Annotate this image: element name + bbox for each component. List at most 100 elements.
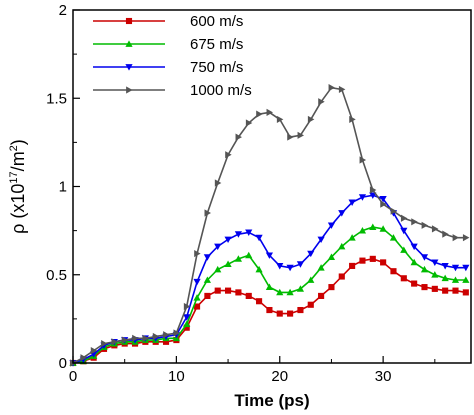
data-point (411, 280, 418, 287)
series-layer (69, 84, 470, 367)
data-point (452, 234, 460, 242)
data-point (442, 230, 449, 238)
data-point (214, 287, 221, 294)
data-point (380, 259, 387, 266)
data-point (307, 276, 315, 283)
y-tick-label: 0.5 (46, 267, 67, 284)
data-point (410, 243, 418, 251)
x-tick-label: 20 (271, 368, 288, 385)
legend-label: 675 m/s (190, 36, 243, 53)
legend-marker (126, 86, 133, 94)
data-point (410, 258, 418, 266)
data-point (400, 227, 408, 235)
data-point (328, 284, 335, 291)
data-point (183, 320, 191, 328)
data-point (307, 250, 315, 258)
data-point (411, 218, 418, 226)
data-point (421, 221, 429, 229)
data-point (389, 234, 398, 241)
data-point (379, 195, 387, 203)
series-0 (69, 255, 469, 367)
x-axis-title: Time (ps) (234, 391, 309, 410)
legend-label: 750 m/s (190, 59, 243, 76)
data-point (369, 192, 377, 199)
data-point (276, 288, 284, 296)
data-point (214, 265, 222, 273)
data-point (390, 207, 398, 215)
y-tick-label: 1.5 (46, 90, 67, 107)
data-point (245, 292, 252, 299)
data-point (203, 276, 211, 283)
data-point (265, 252, 274, 259)
data-point (338, 242, 346, 250)
data-point (111, 338, 118, 346)
y-tick-label: 0 (59, 355, 67, 372)
data-point (132, 334, 139, 342)
data-point (296, 261, 305, 268)
data-point (451, 264, 460, 272)
y-axis-title-sup2: 2 (8, 145, 20, 151)
data-point (193, 294, 201, 301)
data-point (276, 310, 283, 317)
data-point (235, 289, 242, 296)
data-point (318, 292, 325, 299)
data-point (400, 246, 408, 253)
data-point (256, 110, 263, 118)
data-point (193, 278, 201, 286)
data-point (431, 271, 439, 278)
data-point (225, 287, 232, 294)
data-point (338, 85, 346, 94)
data-point (328, 84, 336, 92)
data-point (245, 229, 253, 236)
data-point (462, 289, 469, 296)
data-point (349, 115, 356, 124)
data-point (297, 306, 304, 314)
data-point (214, 179, 222, 187)
data-point (369, 255, 376, 262)
data-point (183, 302, 191, 311)
legend-label: 1000 m/s (190, 82, 252, 99)
series-1 (69, 223, 470, 366)
data-point (245, 119, 253, 127)
data-point (338, 273, 345, 280)
data-point (194, 249, 201, 258)
data-point (431, 259, 439, 266)
data-point (442, 287, 449, 294)
data-point (327, 253, 336, 260)
data-point (358, 194, 367, 201)
data-point (420, 254, 429, 261)
legend-entry: 1000 m/s (93, 82, 252, 99)
data-point (348, 234, 356, 241)
data-point (327, 222, 336, 229)
legend-marker (125, 64, 133, 71)
data-point (80, 354, 87, 362)
data-point (183, 324, 190, 331)
data-point (369, 223, 377, 230)
data-point (380, 200, 387, 208)
data-point (286, 264, 294, 272)
data-point (400, 275, 407, 282)
data-point (297, 131, 305, 139)
data-point (152, 332, 160, 341)
data-point (462, 276, 470, 283)
data-point (203, 254, 211, 261)
series-3 (70, 84, 470, 367)
data-point (255, 234, 263, 242)
series-line (72, 226, 466, 364)
data-point (245, 251, 253, 259)
data-point (265, 283, 274, 290)
data-point (359, 156, 367, 164)
data-point (451, 276, 460, 283)
x-tick-label: 10 (168, 368, 185, 385)
data-point (101, 339, 108, 348)
data-point (204, 292, 211, 299)
data-point (234, 255, 243, 262)
data-point (173, 329, 180, 337)
data-point (121, 336, 129, 344)
data-point (421, 284, 428, 291)
data-point (452, 287, 459, 294)
data-point (317, 236, 325, 244)
data-point (276, 263, 284, 270)
x-tick-label: 0 (69, 368, 77, 385)
